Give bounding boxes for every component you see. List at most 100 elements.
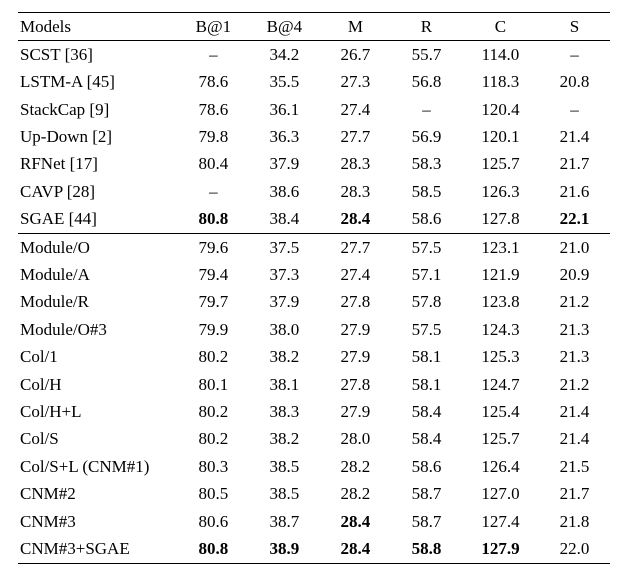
metric-cell: 34.2 (249, 41, 320, 69)
model-name: RFNet [17] (18, 151, 178, 178)
metric-cell: 27.9 (320, 398, 391, 425)
table-row: Module/A79.437.327.457.1121.920.9 (18, 262, 610, 289)
metric-cell: 79.4 (178, 262, 249, 289)
metric-cell: 58.3 (391, 151, 462, 178)
metric-cell: 57.5 (391, 316, 462, 343)
table-row: Col/S+L (CNM#1)80.338.528.258.6126.421.5 (18, 453, 610, 480)
metric-cell: 120.1 (462, 124, 539, 151)
table-row: StackCap [9]78.636.127.4–120.4– (18, 96, 610, 123)
metric-cell: 35.5 (249, 69, 320, 96)
metric-cell: 21.5 (539, 453, 610, 480)
metric-cell: 127.8 (462, 206, 539, 234)
table-row: CNM#280.538.528.258.7127.021.7 (18, 481, 610, 508)
metric-cell: 79.8 (178, 124, 249, 151)
metric-cell: 37.3 (249, 262, 320, 289)
model-name: Module/R (18, 289, 178, 316)
metric-cell: 80.8 (178, 535, 249, 563)
metric-cell: 123.8 (462, 289, 539, 316)
model-name: Col/H+L (18, 398, 178, 425)
metric-cell: 57.1 (391, 262, 462, 289)
metric-cell: 27.8 (320, 289, 391, 316)
metric-cell: 38.1 (249, 371, 320, 398)
metric-cell: 27.7 (320, 124, 391, 151)
model-name: LSTM-A [45] (18, 69, 178, 96)
col-header-b4: B@4 (249, 13, 320, 41)
metric-cell: 126.3 (462, 178, 539, 205)
metric-cell: 27.4 (320, 262, 391, 289)
col-header-m: M (320, 13, 391, 41)
metric-cell: 38.5 (249, 453, 320, 480)
results-table: Models B@1 B@4 M R C S SCST [36]–34.226.… (18, 12, 610, 564)
metric-cell: 118.3 (462, 69, 539, 96)
metric-cell: 38.5 (249, 481, 320, 508)
metric-cell: 38.2 (249, 344, 320, 371)
metric-cell: 56.8 (391, 69, 462, 96)
metric-cell: 58.6 (391, 453, 462, 480)
metric-cell: 27.4 (320, 96, 391, 123)
model-name: Col/S (18, 426, 178, 453)
metric-cell: 21.2 (539, 289, 610, 316)
table-row: Module/O79.637.527.757.5123.121.0 (18, 234, 610, 262)
metric-cell: 37.5 (249, 234, 320, 262)
metric-cell: 125.7 (462, 426, 539, 453)
model-name: Col/H (18, 371, 178, 398)
metric-cell: – (539, 96, 610, 123)
table-row: Col/H80.138.127.858.1124.721.2 (18, 371, 610, 398)
metric-cell: 36.1 (249, 96, 320, 123)
metric-cell: 21.7 (539, 481, 610, 508)
metric-cell: 58.1 (391, 371, 462, 398)
model-name: Col/1 (18, 344, 178, 371)
metric-cell: 57.5 (391, 234, 462, 262)
col-header-b1: B@1 (178, 13, 249, 41)
metric-cell: – (539, 41, 610, 69)
metric-cell: 38.6 (249, 178, 320, 205)
col-header-r: R (391, 13, 462, 41)
table-header-row: Models B@1 B@4 M R C S (18, 13, 610, 41)
metric-cell: 38.3 (249, 398, 320, 425)
metric-cell: 28.4 (320, 508, 391, 535)
results-table-container: Models B@1 B@4 M R C S SCST [36]–34.226.… (0, 0, 628, 576)
metric-cell: 28.3 (320, 178, 391, 205)
metric-cell: 22.0 (539, 535, 610, 563)
metric-cell: 80.1 (178, 371, 249, 398)
metric-cell: 80.3 (178, 453, 249, 480)
metric-cell: 21.4 (539, 426, 610, 453)
metric-cell: 56.9 (391, 124, 462, 151)
metric-cell: 21.4 (539, 398, 610, 425)
model-name: CNM#3 (18, 508, 178, 535)
table-row: Up-Down [2]79.836.327.756.9120.121.4 (18, 124, 610, 151)
metric-cell: 21.8 (539, 508, 610, 535)
col-header-s: S (539, 13, 610, 41)
metric-cell: 58.1 (391, 344, 462, 371)
metric-cell: 21.3 (539, 344, 610, 371)
table-row: Col/S80.238.228.058.4125.721.4 (18, 426, 610, 453)
model-name: CNM#2 (18, 481, 178, 508)
table-row: Module/O#379.938.027.957.5124.321.3 (18, 316, 610, 343)
metric-cell: 58.7 (391, 508, 462, 535)
metric-cell: 127.9 (462, 535, 539, 563)
table-body: SCST [36]–34.226.755.7114.0–LSTM-A [45]7… (18, 41, 610, 563)
metric-cell: 28.3 (320, 151, 391, 178)
metric-cell: 55.7 (391, 41, 462, 69)
metric-cell: 27.7 (320, 234, 391, 262)
metric-cell: 37.9 (249, 151, 320, 178)
metric-cell: 79.9 (178, 316, 249, 343)
metric-cell: 38.0 (249, 316, 320, 343)
metric-cell: 58.5 (391, 178, 462, 205)
metric-cell: 125.4 (462, 398, 539, 425)
metric-cell: 123.1 (462, 234, 539, 262)
metric-cell: 58.4 (391, 398, 462, 425)
metric-cell: 21.7 (539, 151, 610, 178)
model-name: Col/S+L (CNM#1) (18, 453, 178, 480)
metric-cell: 126.4 (462, 453, 539, 480)
model-name: StackCap [9] (18, 96, 178, 123)
metric-cell: 124.7 (462, 371, 539, 398)
model-name: SCST [36] (18, 41, 178, 69)
metric-cell: 80.2 (178, 344, 249, 371)
metric-cell: 78.6 (178, 69, 249, 96)
metric-cell: 28.2 (320, 453, 391, 480)
metric-cell: 21.6 (539, 178, 610, 205)
metric-cell: 22.1 (539, 206, 610, 234)
metric-cell: 121.9 (462, 262, 539, 289)
model-name: Up-Down [2] (18, 124, 178, 151)
